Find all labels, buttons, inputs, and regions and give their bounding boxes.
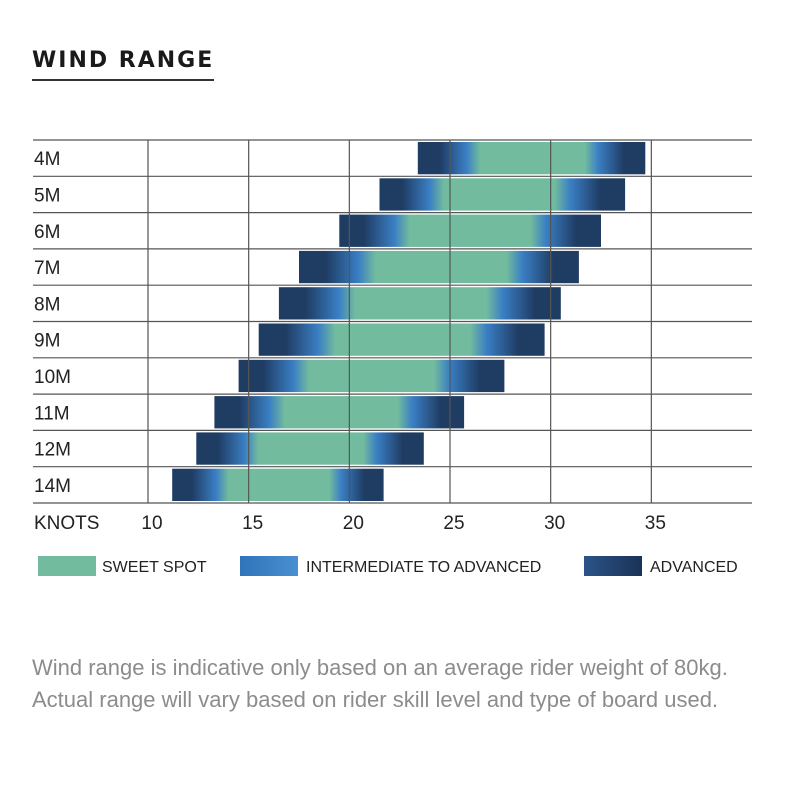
range-bar-10m bbox=[238, 359, 505, 393]
row-label: 6M bbox=[34, 222, 60, 243]
grid-layer bbox=[33, 139, 752, 504]
range-bar-12m bbox=[196, 432, 424, 465]
chart-title: WIND RANGE bbox=[32, 48, 215, 81]
row-label: 14M bbox=[34, 476, 71, 497]
legend: SWEET SPOT INTERMEDIATE TO ADVANCED ADVANC… bbox=[38, 556, 738, 576]
x-tick-label: 35 bbox=[645, 513, 666, 534]
range-bar-8m bbox=[278, 287, 561, 320]
x-tick-label: 25 bbox=[443, 513, 464, 534]
x-tick-label: 30 bbox=[544, 513, 565, 534]
row-label: 7M bbox=[34, 258, 60, 279]
disclaimer-note: Wind range is indicative only based on a… bbox=[32, 655, 728, 712]
legend-swatch-intermediate bbox=[240, 556, 298, 576]
row-label: 10M bbox=[34, 367, 71, 388]
row-label: 8M bbox=[34, 294, 60, 315]
range-bar-14m bbox=[172, 468, 384, 501]
x-tick-label: 20 bbox=[343, 513, 364, 534]
legend-swatch-advanced bbox=[584, 556, 642, 576]
row-label: 5M bbox=[34, 185, 60, 206]
range-bar-5m bbox=[379, 178, 626, 211]
legend-label: INTERMEDIATE TO ADVANCED bbox=[306, 559, 541, 576]
legend-swatch-sweet-spot bbox=[38, 556, 96, 576]
range-bar-4m bbox=[417, 142, 646, 175]
range-bar-9m bbox=[258, 323, 545, 356]
row-label: 4M bbox=[34, 149, 60, 170]
x-tick-label: 10 bbox=[141, 513, 162, 534]
row-label: 12M bbox=[34, 440, 71, 461]
labels-layer: 4M 5M 6M 7M 8M 9M 10M 11M 12M 14M KNOTS 10 15 20 25 30 3… bbox=[34, 149, 666, 534]
range-bar-6m bbox=[339, 214, 601, 247]
x-axis-label: KNOTS bbox=[34, 513, 99, 534]
range-bar-11m bbox=[214, 396, 465, 429]
row-label: 9M bbox=[34, 331, 60, 352]
x-tick-label: 15 bbox=[242, 513, 263, 534]
range-bar-7m bbox=[299, 250, 579, 284]
row-label: 11M bbox=[34, 403, 70, 424]
legend-label: ADVANCED bbox=[650, 559, 738, 576]
bars-layer bbox=[172, 142, 646, 501]
legend-label: SWEET SPOT bbox=[102, 559, 207, 576]
